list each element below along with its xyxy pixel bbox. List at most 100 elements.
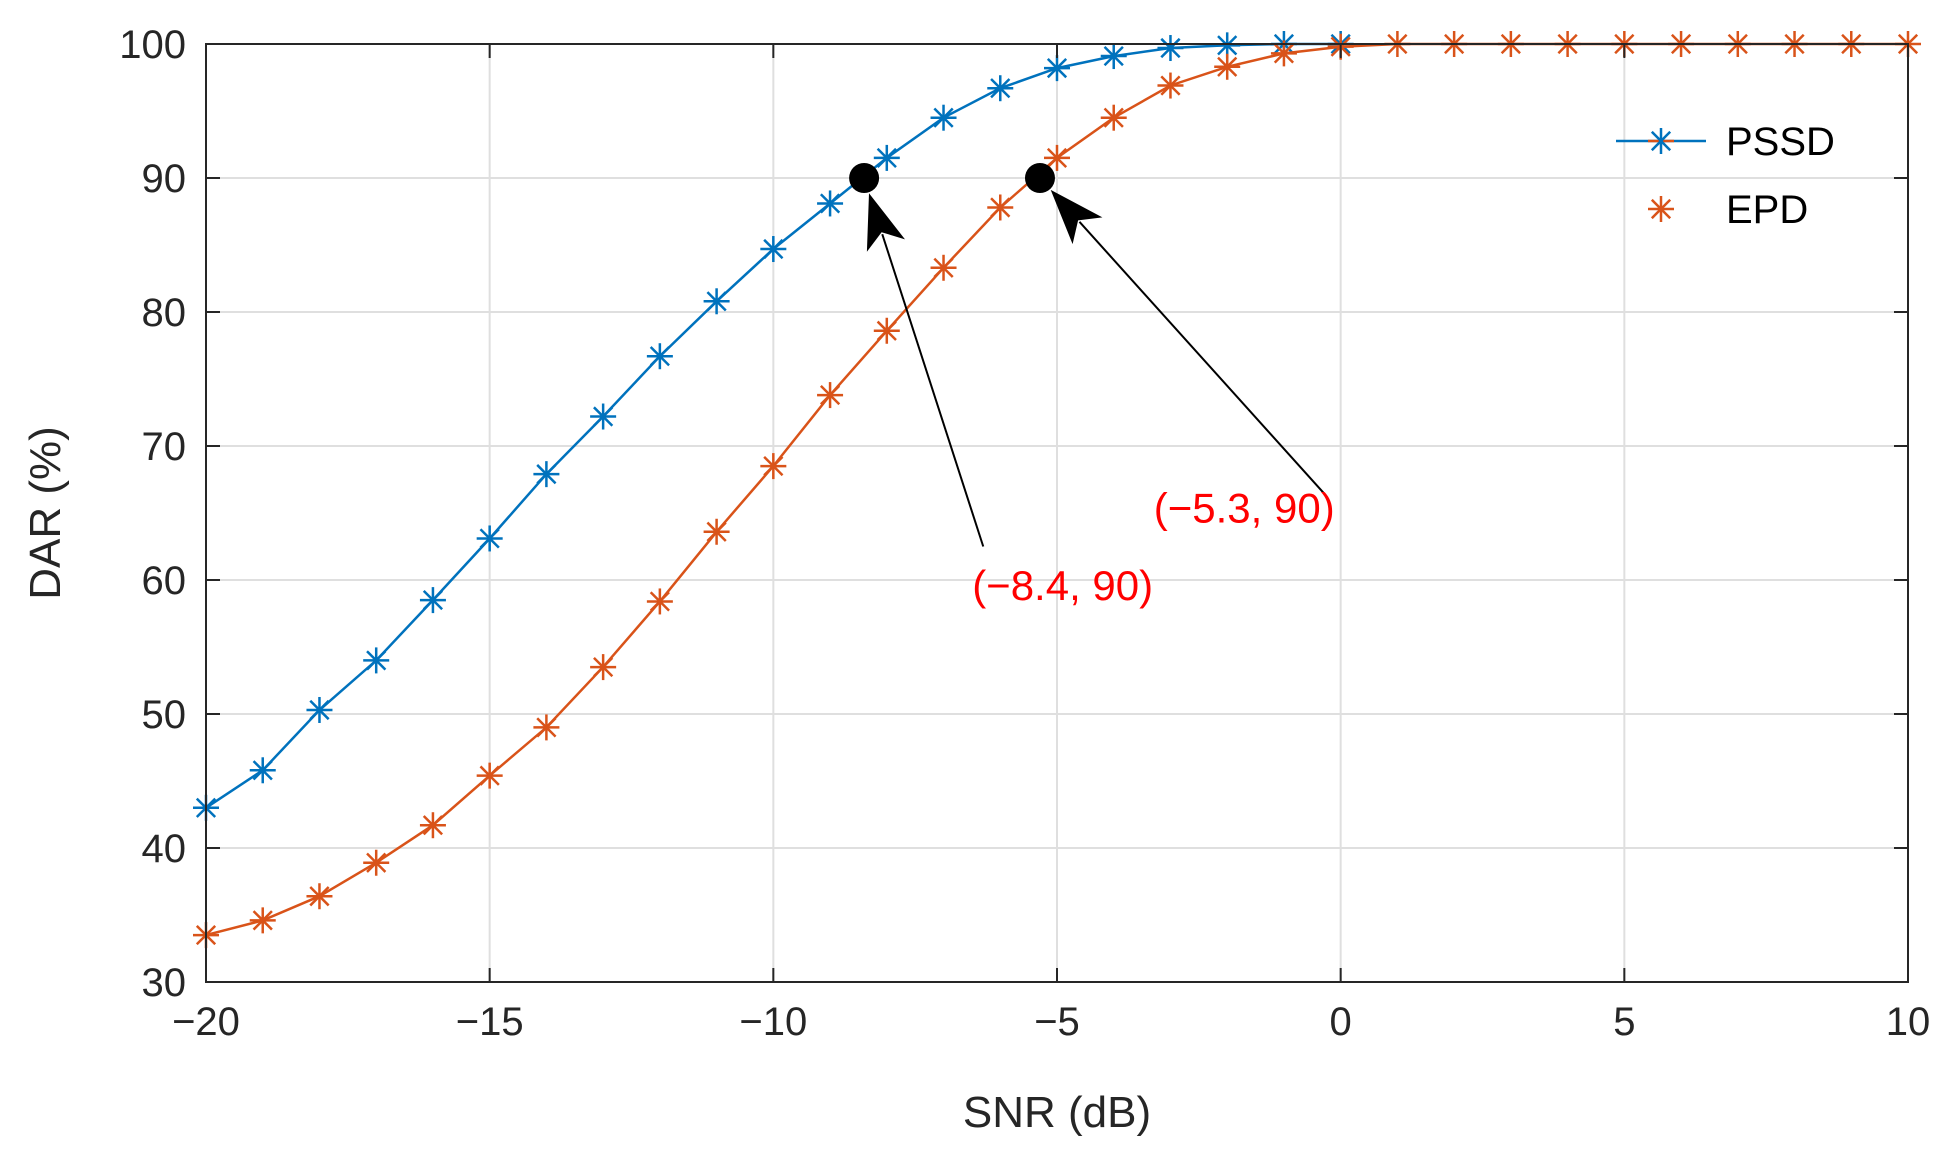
- legend-marker-epd-star-stroke-3: [1650, 198, 1672, 220]
- legend-label-epd: EPD: [1726, 188, 1808, 232]
- data-point-pssd: [930, 104, 957, 131]
- data-point-epd: [590, 654, 617, 681]
- grid: [206, 44, 1908, 982]
- data-point-epd: [1044, 144, 1070, 171]
- data-point-epd: [533, 714, 560, 741]
- data-point-pssd: [817, 190, 844, 217]
- annotation-arrowhead: [1050, 189, 1103, 245]
- y-tick-label: 80: [142, 291, 187, 335]
- data-point-pssd-stroke-3: [1046, 58, 1068, 79]
- data-point-pssd: [760, 236, 787, 263]
- x-tick-label: 10: [1886, 1000, 1931, 1044]
- y-tick-label: 60: [142, 559, 187, 603]
- data-point-epd-stroke-3: [990, 197, 1011, 218]
- data-point-pssd: [419, 587, 446, 614]
- data-point-epd: [817, 382, 844, 409]
- data-point-pssd-stroke-3: [819, 193, 841, 214]
- data-point-pssd-stroke-3: [1103, 45, 1124, 67]
- annotation-label: (−5.3, 90): [1154, 484, 1335, 531]
- data-point-epd: [249, 907, 276, 934]
- x-axis-label: SNR (dB): [963, 1088, 1151, 1137]
- y-tick-label: 50: [142, 693, 187, 737]
- data-point-pssd: [476, 525, 503, 552]
- x-tick-label: −10: [739, 1000, 807, 1044]
- data-point-epd: [873, 317, 900, 344]
- data-point-epd: [476, 762, 503, 789]
- data-point-epd: [760, 453, 787, 480]
- annotation-arrow-line: [1078, 221, 1325, 494]
- data-point-pssd-stroke-3: [593, 406, 614, 427]
- data-point-pssd-stroke-3: [933, 107, 954, 128]
- x-tick-label: −5: [1034, 1000, 1080, 1044]
- data-point-pssd: [873, 144, 900, 171]
- data-point-epd-stroke-3: [1217, 56, 1238, 77]
- data-point-epd-stroke-3: [649, 591, 670, 612]
- data-point-pssd: [590, 403, 617, 430]
- axis-ticks: −20 −15 −10 −5 0 5 10 30 40 50 60 70 80 90 100: [119, 23, 1930, 1044]
- annotation-arrowhead: [866, 193, 905, 252]
- data-point-pssd-stroke-3: [309, 699, 330, 721]
- annotation-label: (−8.4, 90): [972, 562, 1153, 609]
- data-point-epd: [306, 883, 333, 910]
- data-point-epd-stroke-3: [1046, 147, 1068, 168]
- data-point-epd: [1214, 53, 1241, 80]
- y-tick-label: 70: [142, 425, 187, 469]
- data-point-epd-stroke-3: [876, 320, 897, 341]
- data-point-pssd-stroke-3: [1217, 35, 1238, 56]
- data-point-epd-stroke-3: [819, 384, 841, 406]
- data-point-epd: [987, 194, 1014, 221]
- data-point-pssd: [987, 75, 1014, 102]
- legend-marker-pssd: [1648, 128, 1674, 154]
- annotations: (−8.4, 90)(−5.3, 90): [849, 163, 1335, 609]
- data-point-pssd-stroke-3: [706, 291, 727, 312]
- data-point-epd-stroke-3: [366, 852, 387, 873]
- data-point-epd-stroke-3: [252, 910, 273, 931]
- legend-marker-pssd-star-stroke-3: [1650, 130, 1672, 152]
- x-tick-label: 5: [1613, 1000, 1635, 1044]
- data-point-pssd: [703, 288, 730, 315]
- data-point-pssd-stroke-3: [990, 78, 1011, 99]
- y-tick-label: 100: [119, 23, 186, 67]
- data-point-epd: [930, 254, 957, 281]
- data-point-pssd: [533, 461, 560, 488]
- annotation-1: (−5.3, 90): [1024, 163, 1335, 531]
- data-point-pssd-stroke-3: [422, 590, 444, 611]
- data-point-pssd-stroke-3: [649, 346, 670, 367]
- data-point-pssd-stroke-3: [763, 238, 784, 260]
- data-point-epd-stroke-3: [309, 886, 330, 907]
- data-point-epd-stroke-3: [593, 657, 614, 678]
- data-point-epd-stroke-3: [479, 765, 500, 786]
- data-point-epd-stroke-3: [706, 521, 727, 542]
- y-tick-label: 30: [142, 961, 187, 1005]
- data-point-pssd: [646, 343, 673, 370]
- data-point-pssd: [1157, 35, 1184, 62]
- data-point-epd-stroke-3: [536, 717, 557, 738]
- data-point-epd-stroke-3: [1103, 107, 1124, 128]
- legend-marker-epd: [1648, 196, 1674, 222]
- data-point-pssd: [306, 696, 333, 723]
- legend-marker-pssd-star: [1648, 128, 1674, 154]
- data-point-pssd-stroke-3: [366, 650, 387, 671]
- data-point-pssd-stroke-3: [252, 760, 273, 781]
- data-point-pssd: [363, 647, 390, 674]
- annotation-arrow-line: [881, 233, 985, 547]
- data-point-pssd-stroke-3: [536, 464, 557, 485]
- annotation-point-marker: [849, 163, 880, 193]
- data-point-pssd: [1100, 43, 1127, 70]
- y-tick-label: 90: [142, 157, 187, 201]
- data-point-epd: [363, 849, 390, 876]
- annotation-point-marker: [1024, 163, 1055, 193]
- y-axis-label: DAR (%): [21, 426, 70, 600]
- data-point-epd-stroke-3: [422, 815, 444, 836]
- data-point-epd: [646, 588, 673, 615]
- annotation-0: (−8.4, 90): [849, 163, 1153, 609]
- data-point-epd: [703, 518, 730, 545]
- data-point-epd-stroke-3: [1273, 43, 1295, 64]
- data-point-epd: [1157, 72, 1184, 99]
- legend-label-pssd: PSSD: [1726, 120, 1835, 164]
- data-point-pssd-stroke-3: [876, 147, 897, 168]
- data-point-pssd-stroke-3: [1160, 37, 1181, 59]
- data-point-epd: [1100, 104, 1127, 131]
- data-point-epd-stroke-3: [763, 456, 784, 477]
